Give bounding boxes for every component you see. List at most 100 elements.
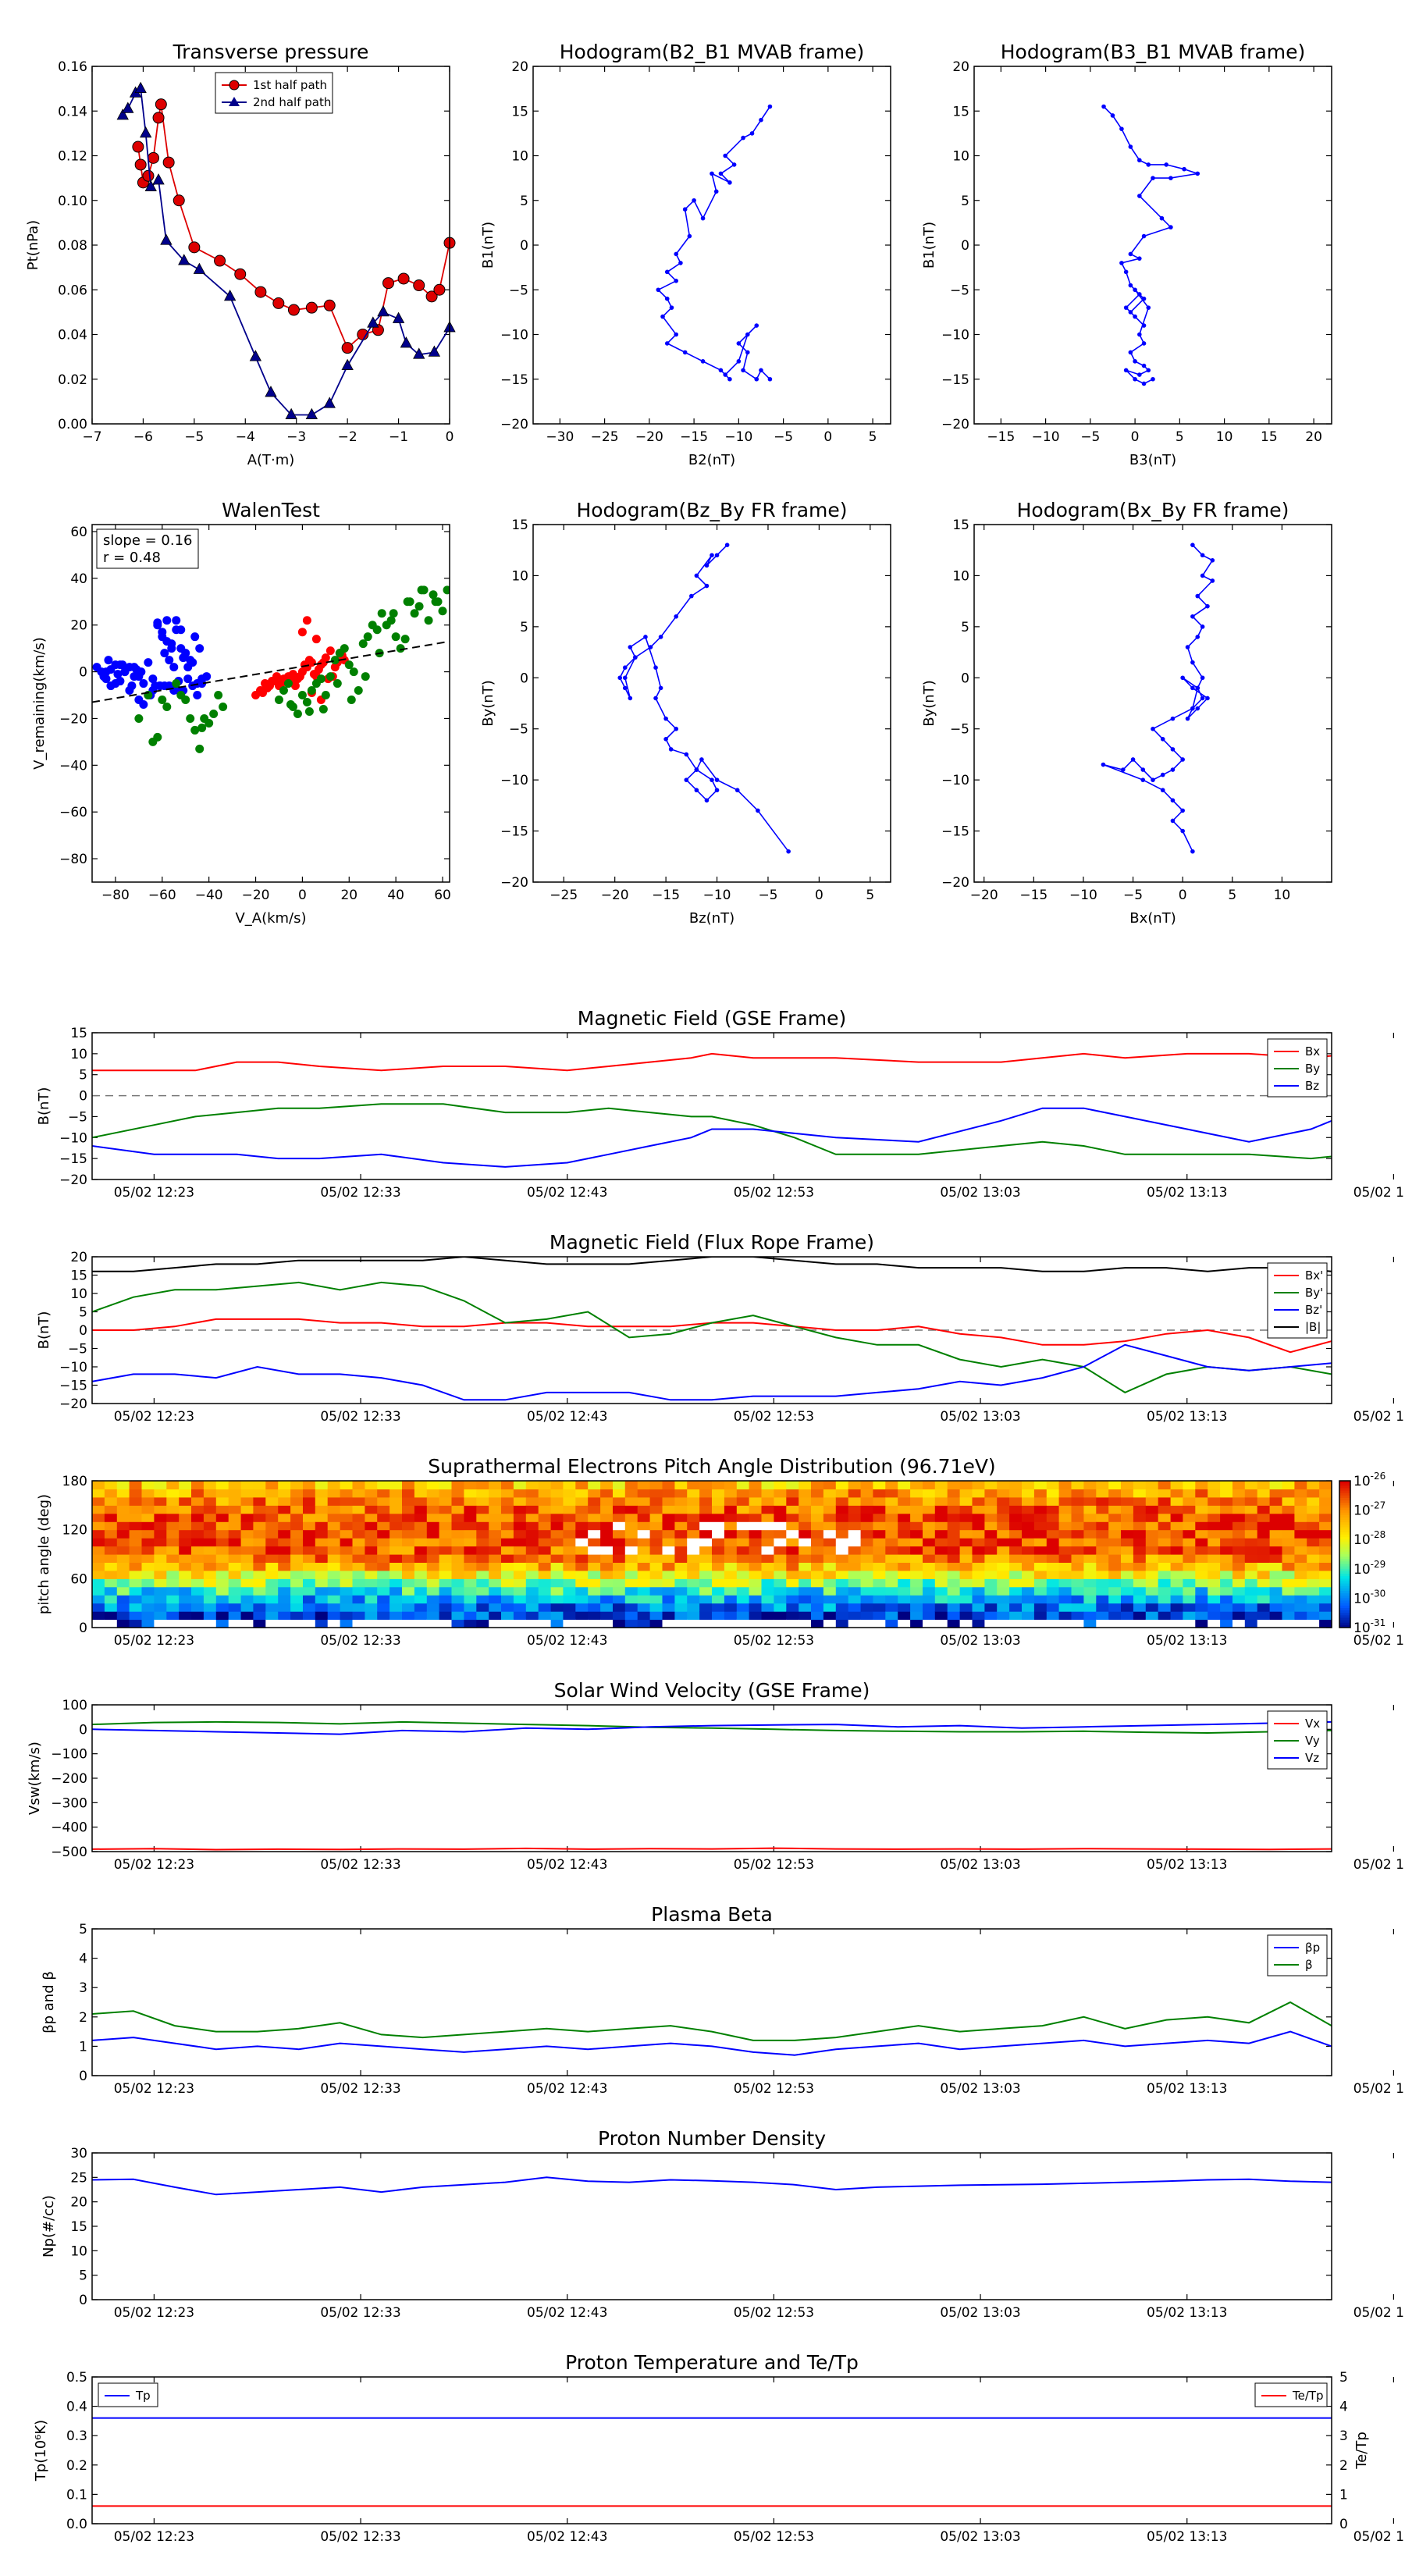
- pad-cell: [327, 1496, 341, 1506]
- pad-cell: [550, 1489, 564, 1498]
- pad-cell: [203, 1513, 217, 1522]
- pad-cell: [501, 1505, 514, 1514]
- pad-cell: [203, 1595, 217, 1604]
- hodogram-point: [1170, 818, 1176, 824]
- pad-cell: [774, 1521, 787, 1531]
- pad-cell: [340, 1603, 354, 1612]
- pad-cell: [352, 1603, 365, 1612]
- pad-cell: [997, 1562, 1010, 1571]
- pad-cell: [365, 1611, 378, 1621]
- pad-cell: [649, 1578, 663, 1588]
- pad-cell: [1244, 1505, 1258, 1514]
- pad-cell: [873, 1554, 886, 1563]
- pad-cell: [687, 1546, 700, 1555]
- pad-cell: [1145, 1570, 1159, 1579]
- pad-cell: [1269, 1489, 1283, 1498]
- pad-cell: [910, 1538, 923, 1547]
- pad-cell: [1220, 1619, 1233, 1628]
- pad-cell: [166, 1529, 180, 1539]
- pad-cell: [501, 1554, 514, 1563]
- pad-cell: [1108, 1538, 1122, 1547]
- colorbar-cell: [1339, 1507, 1350, 1511]
- pad-cell: [687, 1538, 700, 1547]
- pad-cell: [191, 1578, 205, 1588]
- pad-cell: [575, 1562, 589, 1571]
- pad-cell: [575, 1481, 589, 1489]
- pad-cell: [228, 1496, 242, 1506]
- colorbar-cell: [1339, 1610, 1350, 1614]
- x-tick-label: 10: [1216, 429, 1233, 445]
- hodogram-point: [1170, 798, 1176, 803]
- pad-cell: [538, 1546, 552, 1555]
- y-axis-label: By(nT): [921, 680, 937, 726]
- pad-cell: [489, 1611, 502, 1621]
- panel-title: Magnetic Field (GSE Frame): [578, 1007, 846, 1030]
- pad-cell: [1071, 1496, 1084, 1506]
- walen-point-red: [263, 684, 272, 693]
- pad-cell: [1195, 1513, 1208, 1522]
- pad-cell: [984, 1489, 998, 1498]
- pad-cell: [898, 1586, 911, 1596]
- pad-cell: [476, 1489, 489, 1498]
- x-axis-label: B2(nT): [688, 452, 735, 468]
- pad-cell: [550, 1538, 564, 1547]
- pad-cell: [1208, 1505, 1221, 1514]
- x-tick-label: −15: [1019, 888, 1048, 903]
- pad-cell: [997, 1619, 1010, 1628]
- pad-cell: [699, 1546, 713, 1555]
- pad-cell: [662, 1595, 675, 1604]
- y-axis-label: B1(nT): [921, 222, 937, 269]
- pad-cell: [513, 1586, 527, 1596]
- pad-cell: [215, 1505, 229, 1514]
- pad-cell: [1046, 1586, 1060, 1596]
- pad-cell: [1307, 1603, 1320, 1612]
- pad-cell: [464, 1562, 477, 1571]
- pad-cell: [736, 1595, 750, 1604]
- pad-cell: [1133, 1611, 1147, 1621]
- pad-cell: [786, 1562, 799, 1571]
- pad-cell: [1244, 1538, 1258, 1547]
- pad-cell: [1096, 1546, 1109, 1555]
- time-tick-label: 05/02 12:23: [114, 2081, 194, 2097]
- panel-title: Suprathermal Electrons Pitch Angle Distr…: [428, 1455, 995, 1478]
- pad-cell: [786, 1595, 799, 1604]
- pad-cell: [191, 1570, 205, 1579]
- pad-cell: [92, 1521, 105, 1531]
- pad-cell: [525, 1554, 539, 1563]
- pad-cell: [1046, 1489, 1060, 1498]
- y-tick-label: 0.5: [66, 2370, 87, 2386]
- pad-cell: [414, 1603, 428, 1612]
- hodogram-point: [674, 251, 678, 257]
- pad-cell: [476, 1603, 489, 1612]
- hodogram-point: [736, 341, 742, 346]
- time-tick-label: 05/02 12:33: [320, 2305, 400, 2321]
- pad-cell: [984, 1619, 998, 1628]
- panel-title: Solar Wind Velocity (GSE Frame): [554, 1679, 870, 1702]
- pad-cell: [1220, 1554, 1233, 1563]
- pad-cell: [253, 1611, 266, 1621]
- pt-point-2nd: [285, 407, 297, 419]
- pad-cell: [166, 1578, 180, 1588]
- y-tick-label: 60: [70, 525, 87, 540]
- pad-cell: [402, 1481, 415, 1489]
- pad-cell: [1307, 1619, 1320, 1628]
- pad-cell: [649, 1481, 663, 1489]
- pad-cell: [464, 1611, 477, 1621]
- pad-cell: [538, 1570, 552, 1579]
- pad-cell: [1307, 1562, 1320, 1571]
- pad-cell: [104, 1481, 118, 1489]
- pad-cell: [1096, 1570, 1109, 1579]
- pad-cell: [1282, 1595, 1295, 1604]
- pad-cell: [352, 1546, 365, 1555]
- pad-cell: [600, 1586, 614, 1596]
- pad-cell: [699, 1521, 713, 1531]
- pad-cell: [426, 1578, 440, 1588]
- plot-frame: [91, 1032, 1332, 1180]
- pad-cell: [303, 1505, 316, 1514]
- y-axis-label: βp and β: [41, 1971, 57, 2033]
- colorbar-cell: [1339, 1607, 1350, 1611]
- pad-cell: [712, 1529, 725, 1539]
- pad-cell: [426, 1586, 440, 1596]
- pad-cell: [637, 1611, 651, 1621]
- pad-cell: [959, 1489, 973, 1498]
